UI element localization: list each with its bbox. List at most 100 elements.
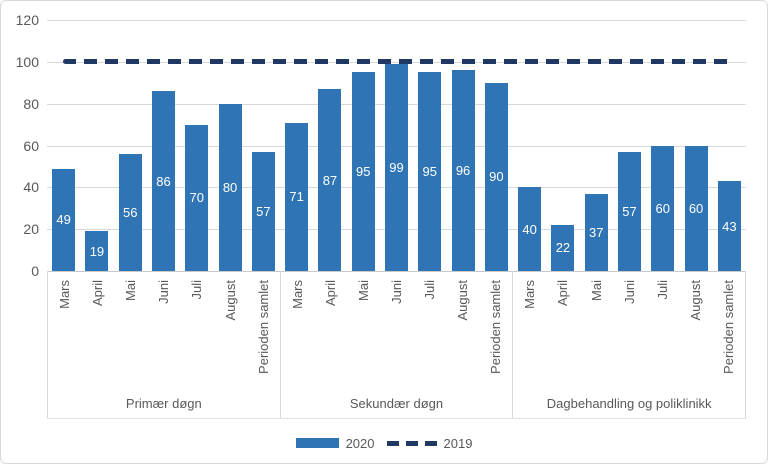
bar: 87: [318, 89, 342, 271]
bar-value-label: 60: [688, 200, 704, 216]
gridline: [47, 20, 746, 21]
bar-slot: 57: [247, 151, 280, 271]
category-axis: Mars April Mai Juni Juli August Perioden samle…: [47, 271, 747, 419]
bar-slot: 60: [679, 145, 712, 271]
bar-value-label: 37: [588, 224, 604, 240]
bar: 80: [218, 103, 242, 271]
bar-slot: 95: [347, 72, 380, 271]
bar: 60: [684, 145, 708, 271]
bar: 43: [717, 181, 741, 271]
y-axis-label: 120: [15, 12, 39, 28]
month-label: Juli: [422, 280, 438, 300]
legend-bar-swatch: [295, 438, 339, 448]
legend-label-2020: 2020: [345, 435, 375, 451]
bar-value-label: 95: [355, 164, 371, 180]
month-label: Juli: [189, 280, 205, 300]
legend-item-2019: 2019: [386, 436, 472, 451]
group-label: Sekundær døgn: [349, 396, 444, 412]
bar-slot: 80: [213, 103, 246, 271]
month-label-slot: Juli: [180, 271, 213, 394]
bar-slot: 87: [313, 89, 346, 271]
bar-value-label: 99: [389, 159, 404, 175]
month-label-slot: Juni: [613, 271, 646, 394]
month-label-slot: Perioden samlet: [712, 271, 745, 394]
bar-value-label: 19: [89, 243, 105, 259]
y-axis-label: 0: [31, 263, 39, 279]
plot-area: 49 19 56 86 70 80 57 71 87 95 99 95 96 90 40 22 37 57 60 60…: [47, 1, 746, 272]
bar: 70: [185, 124, 209, 271]
month-label-slot: Perioden samlet: [479, 271, 512, 394]
legend: 2020 2019: [1, 432, 767, 454]
bar-value-label: 96: [455, 163, 471, 179]
month-label-slot: August: [446, 271, 479, 394]
month-label: April: [90, 280, 106, 307]
bar: 57: [617, 151, 641, 271]
month-label-slot: Mai: [580, 271, 613, 394]
bar-slot: 90: [480, 82, 513, 271]
bar-slot: 56: [114, 153, 147, 271]
bar-value-label: 40: [522, 221, 537, 237]
bar-value-label: 22: [555, 240, 571, 256]
y-axis-label: 20: [23, 221, 39, 238]
month-label: Mai: [123, 280, 139, 301]
bar: 49: [52, 168, 76, 271]
bar: 56: [118, 153, 142, 271]
legend-item-2020: 2020: [295, 435, 375, 451]
bar-value-label: 70: [189, 190, 204, 206]
bar: 60: [651, 145, 675, 271]
bars-layer: 49 19 56 86 70 80 57 71 87 95 99 95 96 90 40 22 37 57 60 60…: [47, 1, 746, 271]
month-label: April: [322, 280, 338, 307]
bar-slot: 57: [613, 151, 646, 271]
month-labels-row: Mars April Mai Juni Juli August Perioden samle…: [48, 271, 280, 394]
bar-slot: 71: [280, 122, 313, 271]
bar: 95: [418, 72, 442, 271]
month-label: Perioden samlet: [255, 280, 271, 374]
bar-slot: 96: [446, 70, 479, 271]
bar-slot: 43: [713, 181, 746, 271]
bar-group: 49 19 56 86 70 80 57: [47, 1, 280, 271]
y-axis-label: 100: [15, 53, 39, 70]
category-group: Mars April Mai Juni Juli August Perioden samle…: [47, 271, 281, 418]
bar-value-label: 49: [56, 212, 71, 228]
month-label: Juni: [621, 280, 637, 304]
month-label-slot: August: [213, 271, 246, 394]
bar: 40: [518, 187, 542, 271]
bar-value-label: 56: [122, 204, 138, 220]
group-label: Primær døgn: [125, 396, 202, 412]
bar-slot: 86: [147, 91, 180, 271]
bar: 96: [451, 70, 475, 271]
month-label: Mars: [289, 280, 305, 309]
month-label: Perioden samlet: [720, 280, 736, 374]
month-labels-row: Mars April Mai Juni Juli August Perioden samle…: [281, 271, 513, 394]
bar-value-label: 86: [156, 173, 171, 189]
bar-group: 40 22 37 57 60 60 43: [513, 1, 746, 271]
bar-slot: 95: [413, 72, 446, 271]
bar: 19: [85, 231, 109, 271]
bar-value-label: 43: [722, 218, 737, 234]
month-label-slot: Juli: [646, 271, 679, 394]
bar: 90: [484, 82, 508, 271]
month-label-slot: August: [679, 271, 712, 394]
bar-value-label: 95: [422, 164, 437, 180]
bar-value-label: 71: [289, 189, 304, 205]
bar: 71: [285, 122, 309, 271]
month-label-slot: Juni: [147, 271, 180, 394]
bar-value-label: 60: [655, 200, 670, 216]
bar-slot: 70: [180, 124, 213, 271]
month-label-slot: Mai: [347, 271, 380, 394]
bar-value-label: 90: [489, 169, 504, 185]
month-label: Mars: [57, 280, 73, 309]
month-label-slot: Mai: [114, 271, 147, 394]
bar-slot: 22: [546, 224, 579, 271]
month-label: Juni: [389, 280, 404, 304]
month-label-slot: Perioden samlet: [247, 271, 280, 394]
bar-value-label: 87: [322, 172, 338, 188]
month-label: Mai: [588, 280, 604, 301]
bar: 86: [151, 91, 175, 271]
bar-slot: 37: [580, 193, 613, 271]
month-label-slot: April: [81, 271, 114, 394]
bar: 57: [251, 151, 275, 271]
month-label: August: [687, 280, 703, 321]
month-label-slot: Juli: [413, 271, 446, 394]
